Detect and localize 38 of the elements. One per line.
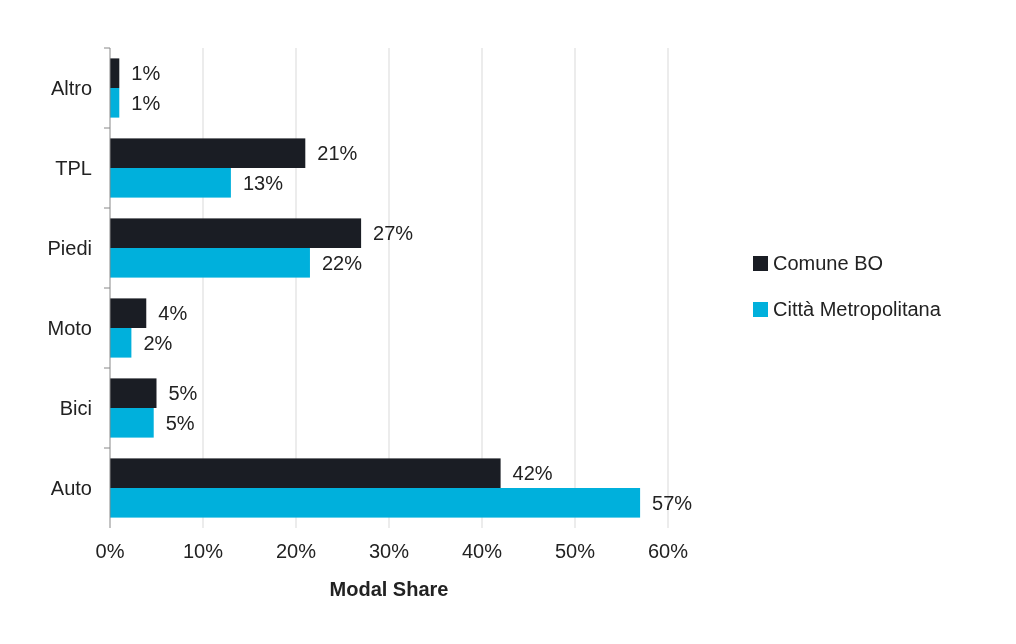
data-label: 42% bbox=[512, 462, 553, 485]
x-tick-label: 30% bbox=[368, 540, 410, 562]
data-label: 1% bbox=[131, 91, 161, 114]
data-label: 57% bbox=[652, 491, 693, 514]
x-tick-label: 20% bbox=[275, 540, 317, 562]
bar bbox=[110, 298, 147, 328]
bar bbox=[110, 168, 231, 198]
y-tick-label: Auto bbox=[50, 477, 92, 499]
data-label: 1% bbox=[131, 62, 161, 85]
data-label: 22% bbox=[321, 251, 363, 274]
bar bbox=[110, 328, 132, 358]
bar bbox=[110, 378, 157, 408]
y-tick-label: Piedi bbox=[47, 237, 92, 259]
x-tick-label: 10% bbox=[182, 540, 224, 562]
bar bbox=[110, 248, 310, 278]
data-label: 4% bbox=[158, 302, 188, 325]
y-tick-label: Bici bbox=[59, 397, 92, 419]
x-tick-label: 50% bbox=[554, 540, 596, 562]
data-label: 13% bbox=[242, 171, 284, 194]
legend-label: Città Metropolitana bbox=[773, 298, 942, 320]
x-tick-label: 40% bbox=[461, 540, 503, 562]
x-tick-label: 60% bbox=[647, 540, 689, 562]
bar bbox=[110, 218, 362, 248]
data-label: 2% bbox=[143, 331, 173, 354]
y-tick-label: Moto bbox=[47, 317, 92, 339]
data-label: 5% bbox=[165, 411, 195, 434]
data-label: 5% bbox=[168, 382, 198, 405]
data-label: 21% bbox=[317, 142, 358, 165]
x-tick-label: 0% bbox=[95, 540, 125, 562]
x-axis-title: Modal Share bbox=[329, 578, 449, 600]
data-label: 27% bbox=[373, 222, 414, 245]
bar bbox=[110, 138, 306, 168]
bar bbox=[110, 488, 641, 518]
legend-label: Comune BO bbox=[773, 252, 884, 274]
y-tick-label: TPL bbox=[55, 157, 92, 179]
bar bbox=[110, 408, 154, 438]
y-tick-label: Altro bbox=[50, 77, 92, 99]
bar bbox=[110, 458, 501, 488]
